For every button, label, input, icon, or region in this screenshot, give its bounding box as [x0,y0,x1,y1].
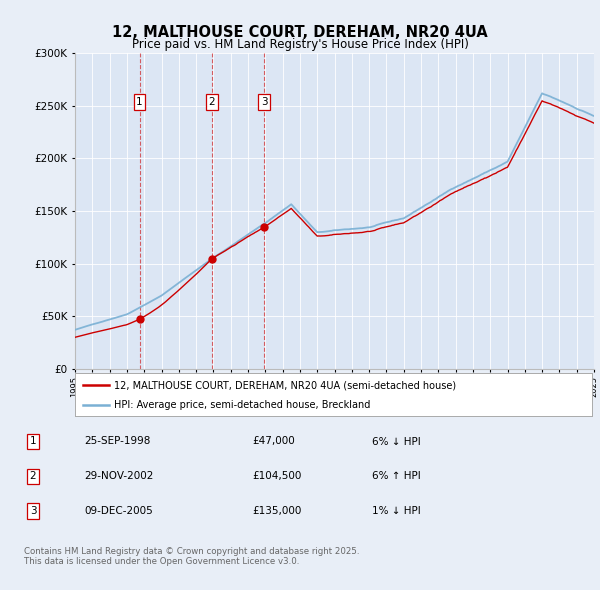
Text: 12, MALTHOUSE COURT, DEREHAM, NR20 4UA: 12, MALTHOUSE COURT, DEREHAM, NR20 4UA [112,25,488,40]
Text: 6% ↓ HPI: 6% ↓ HPI [372,437,421,447]
Text: 2: 2 [209,97,215,107]
Text: Price paid vs. HM Land Registry's House Price Index (HPI): Price paid vs. HM Land Registry's House … [131,38,469,51]
Text: Contains HM Land Registry data © Crown copyright and database right 2025.
This d: Contains HM Land Registry data © Crown c… [24,547,359,566]
Text: £135,000: £135,000 [252,506,301,516]
Text: 6% ↑ HPI: 6% ↑ HPI [372,471,421,481]
Text: £104,500: £104,500 [252,471,301,481]
Text: 25-SEP-1998: 25-SEP-1998 [84,437,151,447]
Text: 3: 3 [29,506,37,516]
Text: £47,000: £47,000 [252,437,295,447]
Text: 1% ↓ HPI: 1% ↓ HPI [372,506,421,516]
Text: 09-DEC-2005: 09-DEC-2005 [84,506,153,516]
Text: HPI: Average price, semi-detached house, Breckland: HPI: Average price, semi-detached house,… [114,400,370,410]
Text: 3: 3 [261,97,268,107]
Text: 1: 1 [29,437,37,447]
Text: 2: 2 [29,471,37,481]
Text: 1: 1 [136,97,143,107]
Text: 12, MALTHOUSE COURT, DEREHAM, NR20 4UA (semi-detached house): 12, MALTHOUSE COURT, DEREHAM, NR20 4UA (… [114,381,456,391]
Text: 29-NOV-2002: 29-NOV-2002 [84,471,154,481]
